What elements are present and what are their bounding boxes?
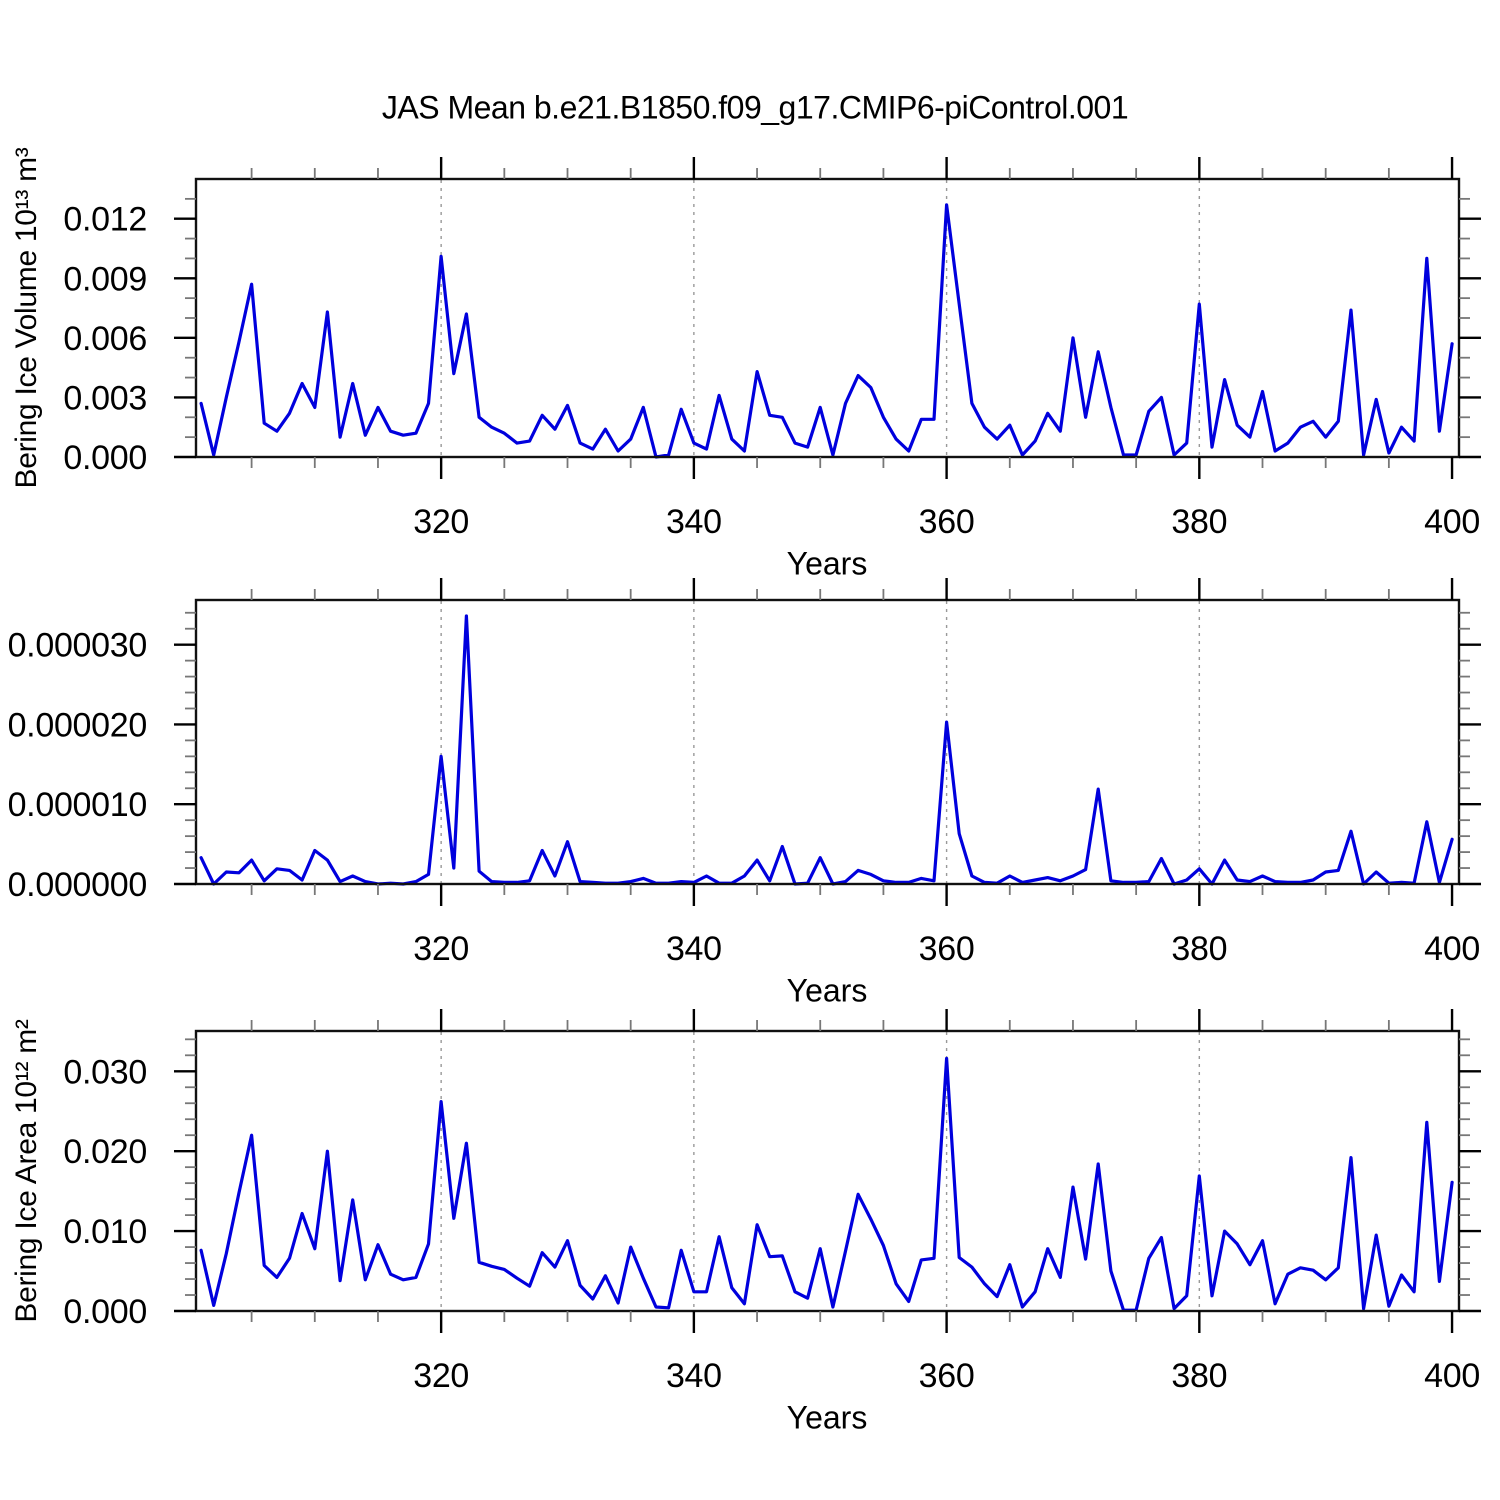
- series-line-bering-ice-area: [199, 1056, 1454, 1312]
- y-tick-label: 0.003: [63, 379, 147, 417]
- y-tick-label: 0.000020: [8, 706, 147, 744]
- x-tick-label: 400: [1424, 503, 1480, 541]
- x-axis-label-years-top: Years: [786, 545, 868, 582]
- y-axis-label-ice-volume: Bering Ice Volume 10¹³ m³: [10, 147, 43, 489]
- panel-frame: [194, 1029, 1461, 1313]
- y-tick-label: 0.000: [63, 1293, 147, 1331]
- x-tick-label: 340: [666, 1357, 722, 1395]
- y-axis-label-ice-area: Bering Ice Area 10¹² m²: [10, 1019, 43, 1323]
- panel-frame: [194, 598, 1461, 886]
- y-tick-label: 0.020: [63, 1133, 147, 1171]
- x-tick-label: 340: [666, 930, 722, 968]
- series-line-bering-ice-volume: [199, 203, 1454, 459]
- y-tick-label: 0.006: [63, 320, 147, 358]
- x-tick-label: 360: [919, 1357, 975, 1395]
- y-tick-label: 0.000: [63, 439, 147, 477]
- y-tick-label: 0.010: [63, 1213, 147, 1251]
- y-tick-label: 0.009: [63, 260, 147, 298]
- x-tick-label: 320: [413, 1357, 469, 1395]
- x-tick-label: 380: [1171, 503, 1227, 541]
- y-tick-label: 0.030: [63, 1053, 147, 1091]
- x-tick-label: 380: [1171, 930, 1227, 968]
- y-tick-label: 0.000010: [8, 786, 147, 824]
- x-tick-label: 400: [1424, 930, 1480, 968]
- x-tick-label: 360: [919, 930, 975, 968]
- x-tick-label: 320: [413, 503, 469, 541]
- panel-frame: [194, 177, 1461, 459]
- figure-title: JAS Mean b.e21.B1850.f09_g17.CMIP6-piCon…: [381, 89, 1129, 126]
- x-axis-label-years-middle: Years: [786, 972, 868, 1009]
- x-axis-label-years-bottom: Years: [786, 1399, 868, 1436]
- y-tick-label: 0.000030: [8, 627, 147, 665]
- y-tick-label: 0.000000: [8, 866, 147, 904]
- x-tick-label: 340: [666, 503, 722, 541]
- x-tick-label: 320: [413, 930, 469, 968]
- x-tick-label: 360: [919, 503, 975, 541]
- y-tick-label: 0.012: [63, 201, 147, 239]
- x-tick-label: 380: [1171, 1357, 1227, 1395]
- series-line-bering-ice-middle-series: [199, 614, 1454, 886]
- x-tick-label: 400: [1424, 1357, 1480, 1395]
